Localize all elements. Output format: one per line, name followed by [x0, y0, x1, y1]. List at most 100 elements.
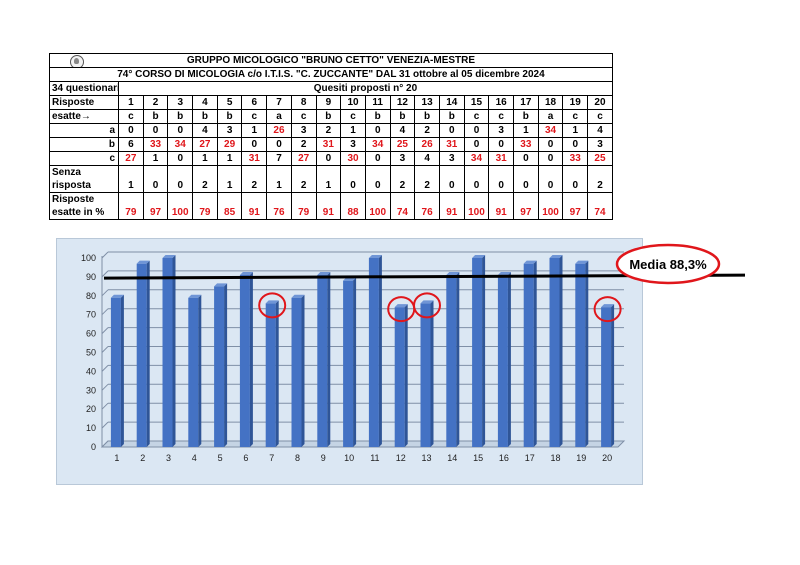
no-answer-count: 0 [167, 165, 194, 193]
percent-value: 79 [118, 192, 144, 220]
percent-value: 74 [587, 192, 613, 220]
bar-side [249, 272, 253, 447]
gridline-side [101, 327, 109, 334]
bar-side [146, 260, 150, 447]
bar-top [523, 260, 537, 264]
x-tick-label: 7 [269, 453, 274, 463]
table-row: GRUPPO MICOLOGICO "BRUNO CETTO" VENEZIA-… [49, 53, 613, 68]
y-tick-label: 0 [91, 442, 96, 452]
table-row: Risposte 1 2 3 4 5 6 7 8 9 10 11 12 13 14 15 16 17 18 19 20 [49, 95, 613, 110]
percent-value: 88 [340, 192, 366, 220]
x-tick-label: 15 [473, 453, 483, 463]
no-answer-count: 0 [488, 165, 514, 193]
gridline-side [101, 289, 109, 297]
gridline-side [101, 365, 109, 372]
bar-top [497, 272, 511, 276]
y-tick-label: 60 [86, 329, 96, 339]
bar-side [533, 260, 537, 447]
x-tick-label: 12 [396, 453, 406, 463]
y-tick-label: 40 [86, 366, 96, 376]
bar-side [120, 294, 124, 447]
group-logo-icon [70, 55, 84, 67]
gridline-side [101, 308, 109, 316]
bar-top [472, 255, 486, 258]
table-row: Risposte esatte in % 79 97 100 79 85 91 76 79 91 88… [49, 192, 613, 220]
bar [601, 307, 612, 447]
x-tick-label: 16 [499, 453, 509, 463]
y-tick-label: 70 [86, 310, 96, 320]
bar-side [378, 255, 382, 447]
bar-side [224, 283, 228, 447]
percent-value: 97 [142, 192, 169, 220]
percent-value: 91 [438, 192, 465, 220]
bar-side [327, 272, 331, 447]
bar-top [136, 260, 150, 264]
x-tick-label: 10 [344, 453, 354, 463]
bar-side [507, 272, 511, 447]
x-tick-label: 3 [166, 453, 171, 463]
bar [497, 275, 508, 447]
bar [265, 303, 276, 447]
bar-top [188, 294, 202, 298]
highlight-circle [413, 292, 441, 319]
no-answer-count: 2 [414, 165, 440, 193]
y-tick-label: 20 [86, 404, 96, 414]
group-title: GRUPPO MICOLOGICO "BRUNO CETTO" VENEZIA-… [49, 53, 613, 68]
bar-top [368, 255, 382, 258]
bar-side [404, 304, 408, 447]
bar-side [482, 255, 486, 447]
bar-top [214, 283, 228, 287]
gridline-side [101, 383, 109, 391]
bar-top [317, 272, 331, 276]
highlight-circle [593, 296, 622, 323]
percent-value: 100 [167, 192, 194, 220]
bar [343, 280, 354, 447]
y-tick-label: 100 [81, 253, 96, 263]
bar-top [420, 300, 434, 304]
gridline-side [101, 346, 109, 353]
bar-top [162, 255, 176, 258]
no-answer-label: Senza risposta [49, 165, 119, 193]
x-tick-label: 1 [114, 453, 119, 463]
bar [317, 275, 328, 447]
percent-value: 97 [562, 192, 589, 220]
percent-value: 76 [266, 192, 292, 220]
percent-value: 79 [290, 192, 317, 220]
x-tick-label: 5 [218, 453, 223, 463]
y-tick-label: 30 [86, 385, 96, 395]
percent-value: 100 [537, 192, 564, 220]
no-answer-count: 1 [315, 165, 342, 193]
bar [110, 297, 121, 447]
bar-side [456, 272, 460, 447]
percent-value: 91 [241, 192, 268, 220]
x-tick-label: 6 [243, 453, 248, 463]
no-answer-count: 0 [513, 165, 539, 193]
bar-top [110, 294, 124, 298]
no-answer-count: 0 [142, 165, 169, 193]
y-tick-label: 10 [86, 423, 96, 433]
x-tick-label: 18 [550, 453, 560, 463]
bar [420, 303, 431, 447]
percent-value: 91 [488, 192, 514, 220]
bar-top [265, 300, 279, 304]
x-tick-label: 17 [525, 453, 535, 463]
x-tick-label: 8 [295, 453, 300, 463]
bar [214, 286, 225, 447]
results-table: GRUPPO MICOLOGICO "BRUNO CETTO" VENEZIA-… [49, 53, 613, 220]
table-row: a 0 0 0 4 3 1 26 3 2 1 0 4 2 0 0 3 1 34 1 4 [49, 123, 613, 138]
bar [575, 263, 586, 447]
bar-top [239, 272, 253, 276]
no-answer-count: 2 [290, 165, 317, 193]
bar-side [275, 300, 279, 447]
bar-top [575, 260, 589, 264]
x-tick-label: 2 [140, 453, 145, 463]
bar-side [430, 300, 434, 447]
no-answer-count: 0 [463, 165, 490, 193]
bar [394, 307, 405, 447]
highlight-circle [258, 292, 287, 319]
y-tick-label: 80 [86, 291, 96, 301]
bar [446, 275, 457, 447]
bar-top [549, 255, 563, 258]
bar [291, 297, 302, 447]
bar [162, 258, 173, 447]
